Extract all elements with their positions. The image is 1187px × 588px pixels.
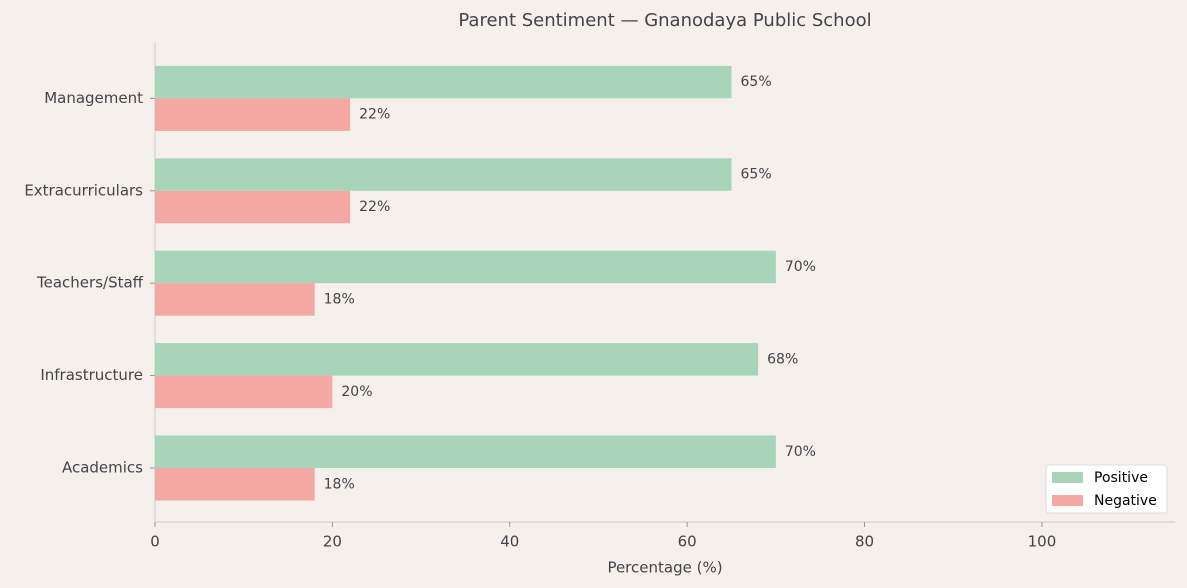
bar xyxy=(155,250,776,284)
legend-swatch xyxy=(1052,495,1083,506)
bar xyxy=(155,65,732,99)
x-tick-label: 40 xyxy=(500,533,519,551)
chart-title: Parent Sentiment — Gnanodaya Public Scho… xyxy=(458,10,871,31)
bar xyxy=(155,283,315,316)
bar xyxy=(155,375,333,409)
y-tick-label: Extracurriculars xyxy=(24,181,143,199)
x-tick-label: 60 xyxy=(678,533,697,551)
value-label: 22% xyxy=(359,107,390,123)
value-label: 18% xyxy=(324,476,355,492)
bar xyxy=(155,343,759,376)
x-tick-label: 80 xyxy=(855,533,874,551)
legend-label: Negative xyxy=(1094,493,1157,509)
y-tick-label: Academics xyxy=(62,459,143,477)
value-label: 65% xyxy=(741,74,772,90)
bar xyxy=(155,468,315,501)
value-label: 20% xyxy=(341,384,372,400)
y-tick-label: Teachers/Staff xyxy=(36,274,144,292)
value-label: 22% xyxy=(359,199,390,215)
legend-label: Positive xyxy=(1094,470,1148,486)
value-label: 68% xyxy=(767,351,798,367)
bar xyxy=(155,158,732,191)
bar xyxy=(155,190,351,224)
x-tick-label: 0 xyxy=(150,533,160,551)
value-label: 65% xyxy=(741,167,772,183)
value-label: 70% xyxy=(785,444,816,460)
x-tick-label: 20 xyxy=(323,533,342,551)
bar xyxy=(155,98,351,131)
value-label: 18% xyxy=(324,291,355,307)
x-axis-label: Percentage (%) xyxy=(607,559,722,577)
x-tick-label: 100 xyxy=(1028,533,1057,551)
bar xyxy=(155,435,776,468)
legend-swatch xyxy=(1052,472,1083,483)
y-tick-label: Management xyxy=(44,89,143,107)
value-label: 70% xyxy=(785,259,816,275)
y-tick-label: Infrastructure xyxy=(40,366,143,384)
